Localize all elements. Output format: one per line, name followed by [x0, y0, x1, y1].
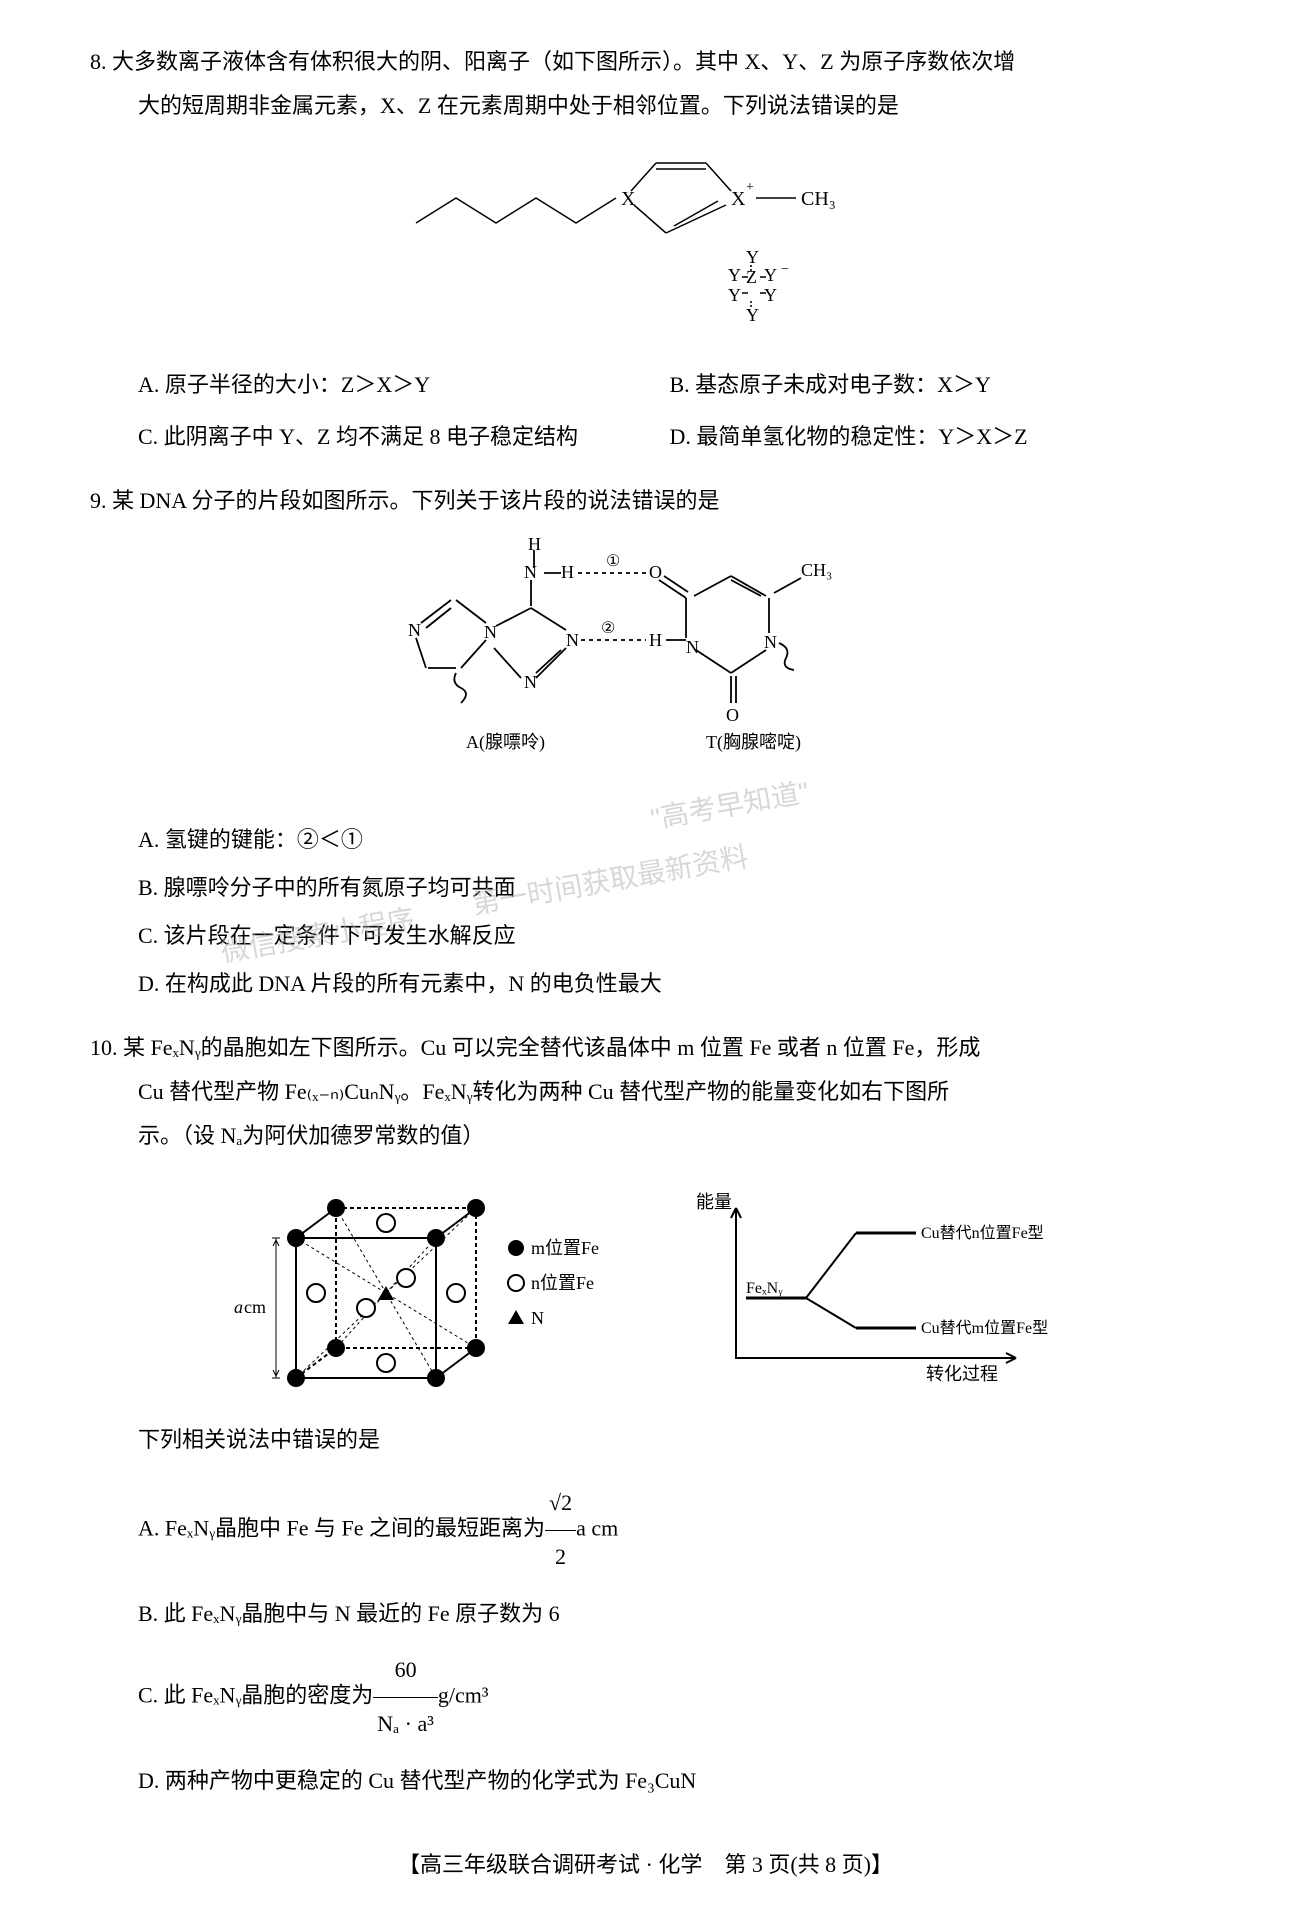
svg-text:能量: 能量 [696, 1192, 732, 1212]
svg-text:转化过程: 转化过程 [926, 1364, 998, 1384]
q10-option-d: D. 两种产物中更稳定的 Cu 替代型产物的化学式为 Fe₃CuN [90, 1755, 1201, 1808]
q10-stem-line2: Cu 替代型产物 Fe₍ₓ₋ₙ₎CuₙNᵧ。FeₓNᵧ转化为两种 Cu 替代型产… [90, 1070, 1201, 1114]
q9-option-d: D. 在构成此 DNA 片段的所有元素中，N 的电负性最大 [90, 962, 1201, 1006]
question-10: 10. 某 FeₓNᵧ的晶胞如左下图所示。Cu 可以完全替代该晶体中 m 位置 … [90, 1026, 1201, 1808]
q10-option-b: B. 此 FeₓNᵧ晶胞中与 N 最近的 Fe 原子数为 6 [90, 1588, 1201, 1641]
q9-stem: 9. 某 DNA 分子的片段如图所示。下列关于该片段的说法错误的是 [90, 479, 1201, 523]
svg-text:H: H [528, 538, 541, 554]
svg-text:①: ① [606, 553, 620, 570]
q10-pre-options: 下列相关说法中错误的是 [90, 1418, 1201, 1462]
svg-text:N: N [686, 637, 699, 657]
q8-figure: X X + CH₃ Y Y Y Z Y Y Y − [90, 143, 1201, 348]
svg-text:m位置Fe: m位置Fe [531, 1238, 599, 1258]
page-footer: 【高三年级联合调研考试 · 化学 第 3 页(共 8 页)】 [90, 1843, 1201, 1887]
q8-stem-line2: 大的短周期非金属元素，X、Z 在元素周期中处于相邻位置。下列说法错误的是 [90, 84, 1201, 128]
svg-text:Y: Y [764, 285, 777, 305]
svg-text:+: + [746, 180, 754, 195]
svg-text:H: H [561, 562, 574, 582]
q9-structure-svg: N N N N N H [366, 538, 926, 788]
svg-text:N: N [764, 632, 777, 652]
q9-option-c: C. 该片段在一定条件下可发生水解反应 [90, 914, 1201, 958]
svg-text:O: O [649, 562, 662, 582]
svg-text:N: N [531, 1308, 544, 1328]
question-8: 8. 大多数离子液体含有体积很大的阴、阳离子（如下图所示）。其中 X、Y、Z 为… [90, 40, 1201, 459]
svg-text:Cu替代m位置Fe型: Cu替代m位置Fe型 [921, 1319, 1048, 1337]
q10-a-den: 2 [545, 1531, 576, 1584]
svg-text:FeₓNᵧ: FeₓNᵧ [746, 1280, 783, 1297]
q8-number: 8. [90, 49, 107, 74]
q10-c-den: Nₐ · a³ [373, 1698, 438, 1751]
q8-options-row2: C. 此阴离子中 Y、Z 均不满足 8 电子稳定结构 D. 最简单氢化物的稳定性… [90, 415, 1201, 459]
svg-text:②: ② [601, 620, 615, 637]
q10-c-frac: 60Nₐ · a³ [373, 1644, 438, 1751]
svg-text:O: O [726, 705, 739, 725]
q8-structure-svg: X X + CH₃ Y Y Y Z Y Y Y − [386, 143, 906, 333]
q10-a-suffix: a cm [576, 1515, 618, 1540]
q10-c-suffix: g/cm³ [438, 1683, 489, 1708]
q10-figures: a cm m位置Fe n位置Fe N [90, 1178, 1201, 1398]
svg-text:CH₃: CH₃ [801, 188, 836, 210]
q8-option-b: B. 基态原子未成对电子数：X＞Y [670, 363, 1202, 407]
svg-text:−: − [781, 262, 789, 277]
q9-stem-text: 某 DNA 分子的片段如图所示。下列关于该片段的说法错误的是 [112, 488, 719, 513]
q9-option-b: B. 腺嘌呤分子中的所有氮原子均可共面 [90, 866, 1201, 910]
svg-text:A(腺嘌呤): A(腺嘌呤) [466, 732, 545, 753]
svg-text:H: H [649, 630, 662, 650]
q8-option-d: D. 最简单氢化物的稳定性：Y＞X＞Z [670, 415, 1202, 459]
svg-text:n位置Fe: n位置Fe [531, 1273, 594, 1293]
q8-options-row1: A. 原子半径的大小：Z＞X＞Y B. 基态原子未成对电子数：X＞Y [90, 363, 1201, 407]
q8-stem-line1: 大多数离子液体含有体积很大的阴、阳离子（如下图所示）。其中 X、Y、Z 为原子序… [112, 49, 1015, 74]
svg-text:a: a [234, 1297, 243, 1317]
svg-text:X: X [621, 188, 636, 210]
q10-stem-line1: 某 FeₓNᵧ的晶胞如左下图所示。Cu 可以完全替代该晶体中 m 位置 Fe 或… [123, 1035, 980, 1060]
q9-figure: N N N N N H [90, 538, 1201, 803]
q9-options-container: "高考早知道" 第一时间获取最新资料 微信搜索小程序 A. 氢键的键能：②＜① … [90, 818, 1201, 1006]
q10-energy-svg: 能量 Cu替代n位置Fe型 FeₓNᵧ Cu替代m位置Fe型 转化过程 [686, 1188, 1066, 1388]
svg-text:CH₃: CH₃ [801, 560, 832, 580]
q10-stem-line3: 示。（设 Nₐ为阿伏加德罗常数的值） [90, 1114, 1201, 1158]
q8-option-c: C. 此阴离子中 Y、Z 均不满足 8 电子稳定结构 [138, 415, 670, 459]
q10-stem: 10. 某 FeₓNᵧ的晶胞如左下图所示。Cu 可以完全替代该晶体中 m 位置 … [90, 1026, 1201, 1070]
q10-option-c: C. 此 FeₓNᵧ晶胞的密度为60Nₐ · a³g/cm³ [90, 1644, 1201, 1751]
svg-text:cm: cm [244, 1297, 266, 1317]
question-9: 9. 某 DNA 分子的片段如图所示。下列关于该片段的说法错误的是 N N [90, 479, 1201, 1006]
q10-a-frac: √22 [545, 1477, 576, 1584]
q9-number: 9. [90, 488, 107, 513]
q8-option-a: A. 原子半径的大小：Z＞X＞Y [138, 363, 670, 407]
q10-option-a: A. FeₓNᵧ晶胞中 Fe 与 Fe 之间的最短距离为√22a cm [90, 1477, 1201, 1584]
q10-c-prefix: C. 此 FeₓNᵧ晶胞的密度为 [138, 1683, 373, 1708]
svg-text:N: N [524, 672, 537, 692]
svg-text:Y: Y [764, 265, 777, 285]
svg-text:Y: Y [746, 247, 759, 267]
svg-text:Cu替代n位置Fe型: Cu替代n位置Fe型 [921, 1224, 1044, 1242]
q10-a-prefix: A. FeₓNᵧ晶胞中 Fe 与 Fe 之间的最短距离为 [138, 1515, 545, 1540]
svg-text:N: N [566, 630, 579, 650]
q8-stem: 8. 大多数离子液体含有体积很大的阴、阳离子（如下图所示）。其中 X、Y、Z 为… [90, 40, 1201, 84]
svg-text:Y: Y [728, 285, 741, 305]
svg-text:X: X [731, 188, 746, 210]
svg-text:Y: Y [746, 305, 759, 325]
svg-text:N: N [484, 622, 497, 642]
q10-a-num: √2 [545, 1477, 576, 1531]
q10-number: 10. [90, 1035, 118, 1060]
q10-crystal-svg: a cm m位置Fe n位置Fe N [226, 1178, 626, 1398]
svg-text:Y: Y [728, 265, 741, 285]
svg-text:N: N [408, 620, 421, 640]
svg-text:N: N [524, 562, 537, 582]
q9-option-a: A. 氢键的键能：②＜① [90, 818, 1201, 862]
svg-text:T(胸腺嘧啶): T(胸腺嘧啶) [706, 732, 801, 753]
q10-c-num: 60 [373, 1644, 438, 1698]
